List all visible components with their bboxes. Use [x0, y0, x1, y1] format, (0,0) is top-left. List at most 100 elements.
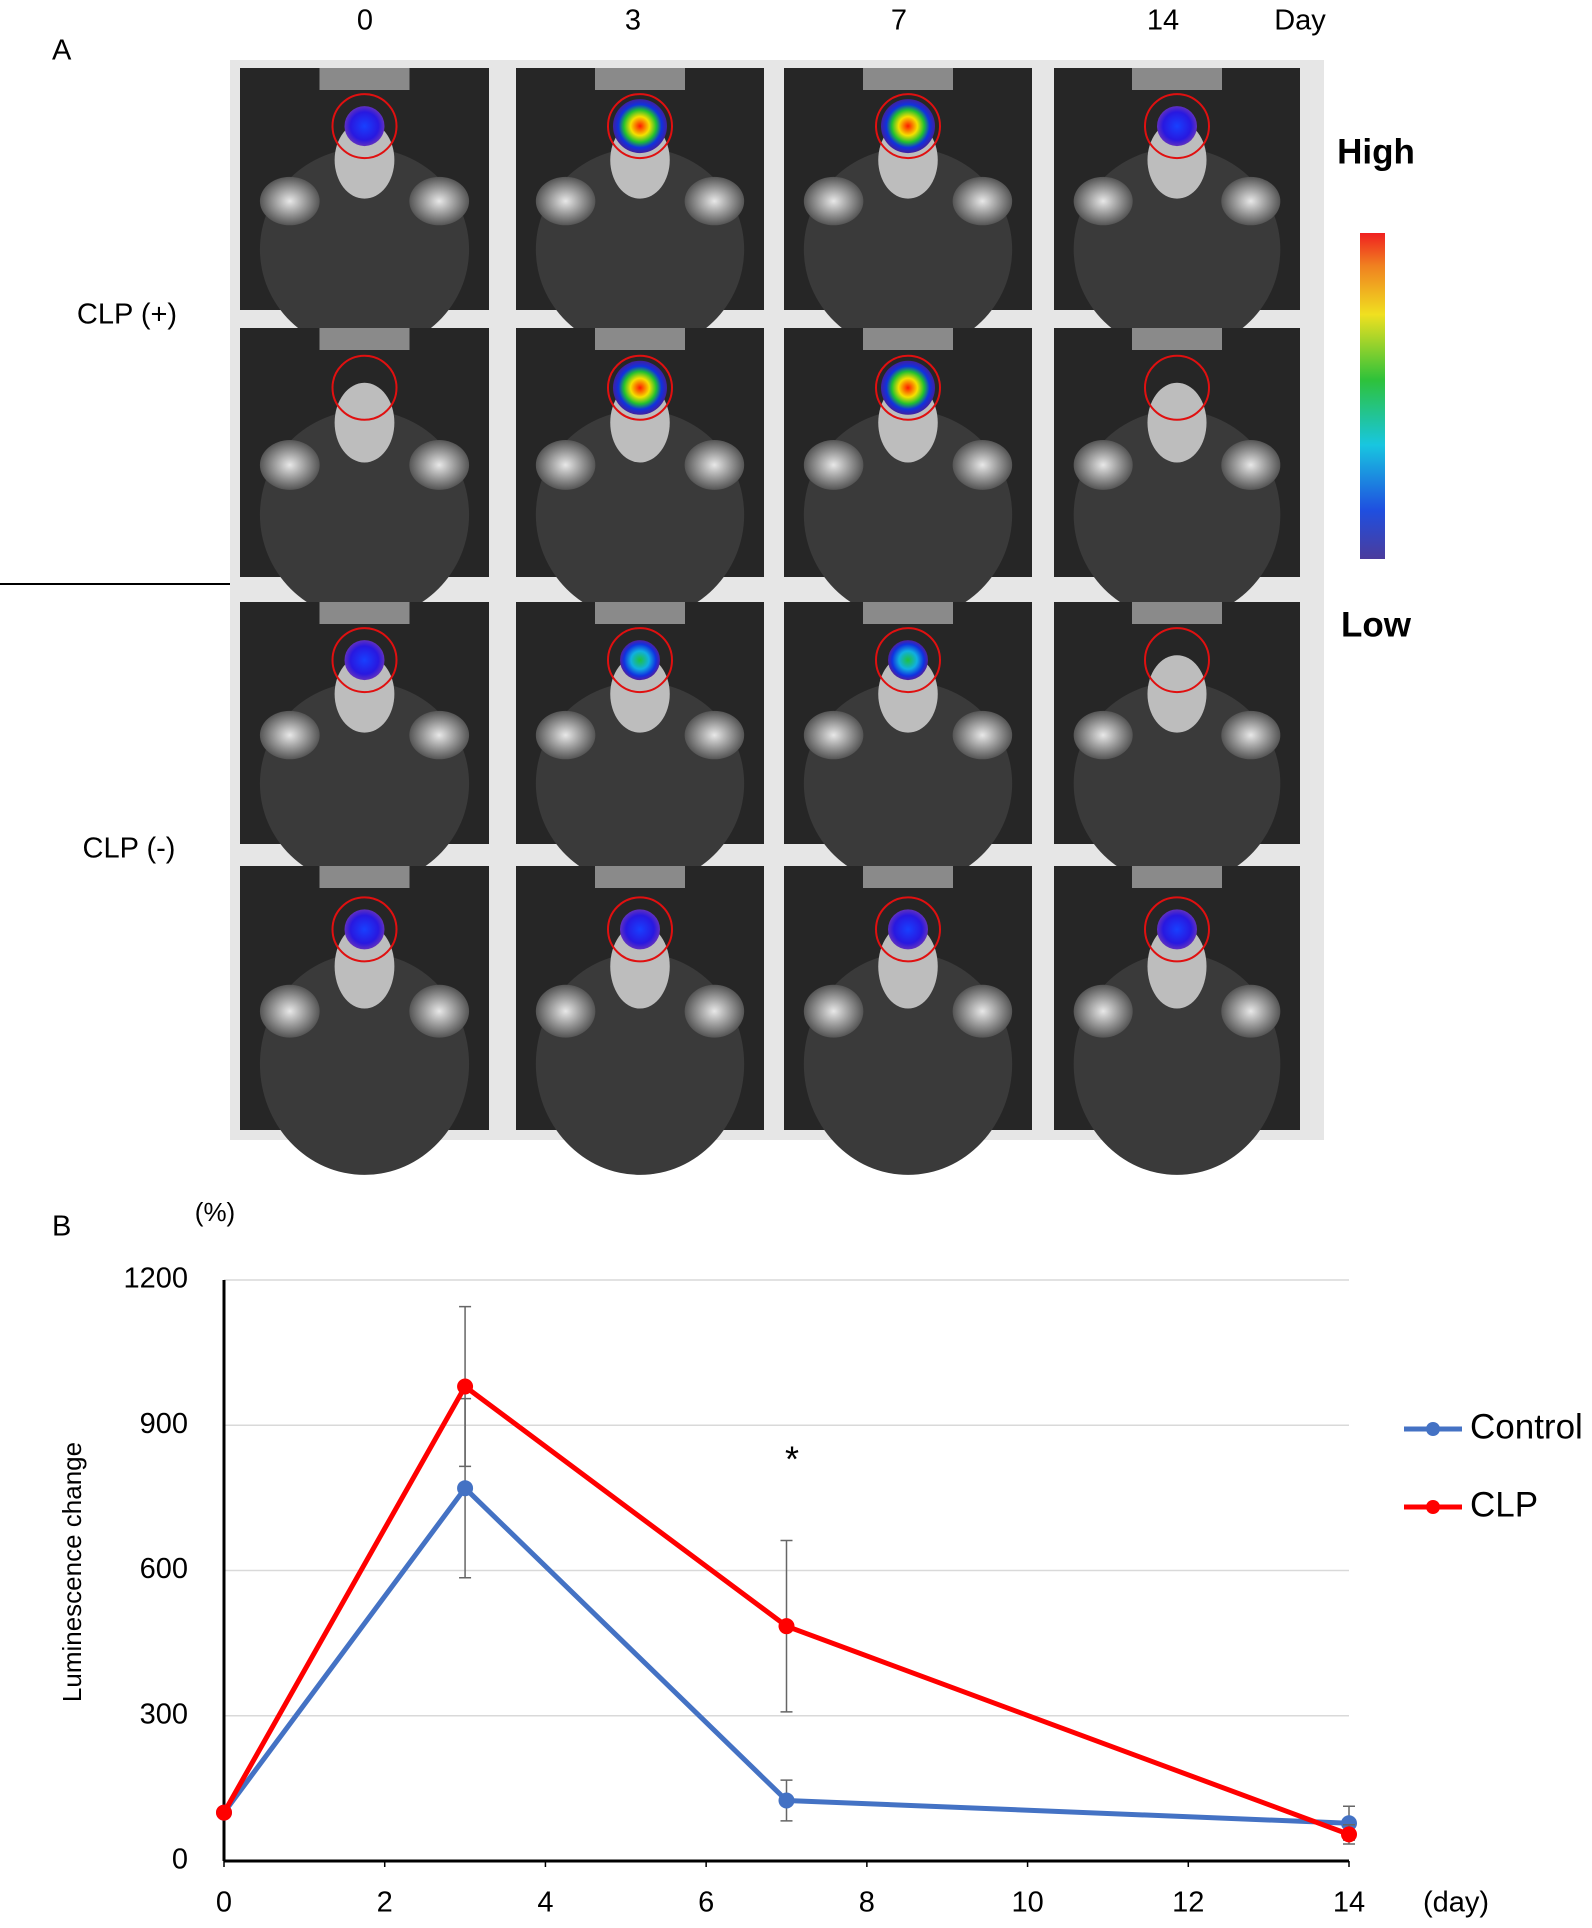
y-tick-label: 600 — [140, 1553, 188, 1585]
x-tick-label: 12 — [1172, 1887, 1204, 1919]
ear — [803, 710, 864, 760]
ear — [535, 710, 596, 760]
roi — [1144, 896, 1210, 963]
mouse-image — [240, 68, 489, 352]
signal — [344, 640, 385, 681]
data-line — [221, 1384, 1350, 1837]
mouse-image — [784, 68, 1032, 352]
ear — [259, 984, 320, 1038]
data-point — [216, 1804, 232, 1821]
signal — [881, 360, 935, 415]
roi — [875, 93, 941, 160]
mouse-image — [516, 602, 764, 886]
mouse-image — [240, 328, 489, 620]
roi — [875, 354, 941, 421]
ear — [1221, 176, 1281, 226]
ear — [409, 710, 470, 760]
roi — [607, 93, 673, 160]
ear — [409, 176, 470, 226]
snout — [1147, 121, 1207, 199]
legend-label: Control — [1470, 1407, 1583, 1446]
mouse-image — [516, 866, 764, 1175]
roi — [331, 93, 398, 160]
x-tick-label: 10 — [1011, 1887, 1043, 1919]
snout — [334, 382, 395, 463]
mouse-image — [1054, 328, 1300, 620]
data-point — [778, 1792, 795, 1809]
ear — [1073, 440, 1133, 490]
panel-a: A 0 3 7 14 Day CLP (+) CLP (-) High Low — [0, 5, 1415, 1175]
signal — [1157, 909, 1197, 950]
y-tick-label: 0 — [172, 1844, 188, 1876]
roi — [875, 896, 941, 963]
mouse-image — [1054, 68, 1300, 352]
ear — [684, 176, 745, 226]
mouse-image — [1054, 866, 1300, 1175]
roi — [875, 627, 941, 694]
holder — [319, 328, 410, 350]
holder — [863, 866, 953, 888]
signal — [613, 360, 667, 415]
ear — [952, 176, 1013, 226]
scale-low: Low — [1341, 605, 1412, 644]
group-label: CLP (+) — [77, 299, 177, 331]
mouse-image — [516, 68, 764, 352]
y-tick-label: 900 — [140, 1408, 188, 1440]
day-label: 7 — [891, 5, 907, 37]
ear — [409, 984, 470, 1038]
ear — [535, 176, 596, 226]
snout — [878, 924, 938, 1009]
roi — [607, 896, 673, 963]
signal — [613, 99, 667, 154]
holder — [863, 602, 953, 624]
color-scale — [1360, 233, 1385, 559]
ear — [803, 440, 864, 490]
signal — [620, 909, 660, 950]
data-point — [457, 1480, 474, 1497]
legend-marker — [1426, 1422, 1440, 1436]
y-tick-label: 1200 — [123, 1263, 188, 1295]
holder — [1132, 866, 1222, 888]
ear — [1221, 984, 1281, 1038]
snout — [1147, 924, 1207, 1009]
holder — [319, 602, 410, 624]
ear — [1073, 176, 1133, 226]
group-label: CLP (-) — [83, 833, 176, 865]
ear — [259, 176, 320, 226]
snout — [1147, 655, 1207, 733]
legend-label: CLP — [1470, 1485, 1538, 1524]
x-tick-label: 6 — [698, 1887, 714, 1919]
data-point — [1341, 1826, 1357, 1843]
holder — [863, 68, 953, 90]
panel-b: B (%) (day) Luminescence change 0 300 600 9… — [52, 1197, 1583, 1919]
roi — [331, 627, 398, 694]
roi — [607, 354, 673, 421]
mouse-image — [516, 328, 764, 620]
day-label: 0 — [357, 5, 373, 37]
roi — [607, 627, 673, 694]
ear — [1221, 710, 1281, 760]
ear — [535, 984, 596, 1038]
holder — [319, 866, 410, 888]
x-unit: (day) — [1423, 1887, 1489, 1919]
holder — [595, 328, 685, 350]
snout — [878, 655, 938, 733]
scale-high: High — [1337, 132, 1415, 171]
ear — [952, 440, 1013, 490]
signal — [344, 909, 385, 950]
mouse-image — [784, 328, 1032, 620]
ear — [684, 710, 745, 760]
mouse-image — [240, 602, 489, 886]
roi — [331, 354, 398, 421]
x-tick-label: 4 — [537, 1887, 553, 1919]
roi — [1144, 93, 1210, 160]
snout — [334, 924, 395, 1009]
data-point — [778, 1618, 795, 1635]
y-tick-label: 300 — [140, 1698, 188, 1730]
ear — [684, 440, 745, 490]
holder — [1132, 328, 1222, 350]
ear — [1073, 710, 1133, 760]
annotation: * — [785, 1439, 799, 1480]
data-point — [1341, 1815, 1357, 1832]
